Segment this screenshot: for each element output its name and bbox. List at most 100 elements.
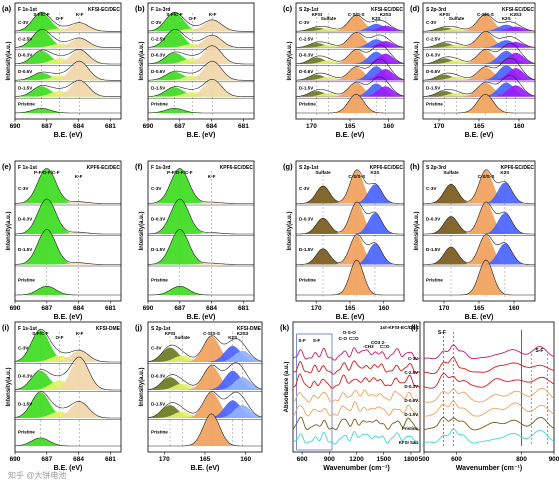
peak-s-f-c-f <box>15 50 121 64</box>
peak-c-s-s-s <box>296 82 404 97</box>
peak-annotation: C-S/S-S <box>348 174 365 179</box>
envelope-line <box>15 168 121 204</box>
region-label: S 2p-3rd <box>426 165 446 171</box>
envelope-line <box>296 169 404 204</box>
trace-label: D-0.3V <box>18 216 33 221</box>
x-tick-label: 170 <box>434 123 445 130</box>
electrolyte-tag: 1st-KFSI-EC/DEC <box>380 325 420 331</box>
peak-c-s-s-s <box>296 15 404 32</box>
peak-k2s <box>296 213 404 234</box>
trace-label: D-1.5V <box>18 401 33 406</box>
trace-label: D-0.3V <box>151 53 166 58</box>
envelope-line <box>15 229 121 265</box>
x-tick-label: 681 <box>238 123 249 130</box>
x-tick-label: 165 <box>474 123 485 130</box>
trace-label: D-1.5V <box>404 412 418 417</box>
trace-label: D-1.5V <box>426 85 441 90</box>
peak-s-f-c-f <box>148 29 254 48</box>
peak-annotation: K2S <box>371 170 380 175</box>
trace-label: Pristine <box>151 102 168 107</box>
panel-label: (b) <box>135 4 145 13</box>
electrolyte-tag: KFSI-DME <box>96 326 121 332</box>
y-axis-label: Intensity(a.u.) <box>414 41 420 80</box>
x-tick-label: 684 <box>206 305 217 312</box>
peak-c-s-s-s <box>296 32 404 48</box>
x-tick-label: 687 <box>41 123 52 130</box>
peak-c-s-s-s <box>423 14 535 32</box>
peak-sulfate <box>296 218 404 234</box>
x-tick-label: 165 <box>474 305 485 312</box>
peak-annotation: C-S/S-S <box>477 12 494 17</box>
peak-c-s-s-s <box>148 413 262 446</box>
trace-label: Pristine <box>299 102 316 107</box>
y-axis-label: Intensity(a.u.) <box>139 211 145 250</box>
peak-p-f-o-f-c-f <box>15 229 121 265</box>
trace-label: Pristine <box>402 426 419 431</box>
peak-s-f-c-f <box>15 12 121 32</box>
peak-annotation: KFSI <box>439 12 449 17</box>
peak-annotation: O-F <box>56 16 64 21</box>
peak-c-s-s-s <box>296 49 404 64</box>
trace-label: C-2.5V <box>151 36 166 41</box>
plot-frame <box>292 321 421 453</box>
trace-label: C-3V <box>151 20 162 25</box>
band-annotation: C=O <box>380 344 390 349</box>
peak-sulfate <box>423 28 535 32</box>
peak-k2s3 <box>423 85 535 97</box>
x-tick-label: 684 <box>206 123 217 130</box>
x-tick-label: 687 <box>41 305 52 312</box>
peak-k2s3 <box>296 25 404 32</box>
x-axis-label: B.E. (eV) <box>54 132 83 139</box>
trace-label: Pristine <box>299 277 316 282</box>
x-tick-label: 160 <box>383 123 394 130</box>
panel-label: (g) <box>283 162 293 171</box>
panel-label: (d) <box>410 4 420 13</box>
electrolyte-tag: KFSI-EC/DEC <box>371 7 403 13</box>
panel-label: (c) <box>283 4 293 13</box>
peak-k2s <box>296 243 404 265</box>
electrolyte-tag: KPF6-EC/DEC <box>370 165 404 171</box>
spectrum-line <box>423 387 555 403</box>
trace-label: D-0.3V <box>426 53 441 58</box>
x-tick-label: 600 <box>297 456 308 463</box>
band-annotation: -CH3 <box>363 344 374 349</box>
trace-label: D-1.5V <box>151 247 166 252</box>
peak-k-f <box>148 263 254 265</box>
x-tick-label: 160 <box>509 305 520 312</box>
peak-sulfate <box>423 44 535 48</box>
x-tick-label: 170 <box>159 456 170 463</box>
panel-label: (j) <box>135 323 143 332</box>
x-tick-label: 684 <box>73 123 84 130</box>
panel-i: C-3V D-0.3V D-1.5V Pristine (i) F 1s-1st KFSI-… <box>2 321 122 472</box>
x-tick-label: 160 <box>378 305 389 312</box>
trace-label: C-2.5V <box>299 36 314 41</box>
x-tick-label: 681 <box>105 305 116 312</box>
panel-f: C-3V D-0.3V D-1.5V Pristine (f) F 1s-3rd KPF6-… <box>135 160 255 321</box>
spectrum-line <box>292 430 421 445</box>
peak-k2s3 <box>148 405 262 418</box>
peak-c-s-s-s <box>148 392 262 418</box>
peak-annotation: Sulfate <box>443 170 459 175</box>
x-tick-label: 165 <box>345 305 356 312</box>
peak-k-f <box>15 201 121 204</box>
trace-label: D-1.5V <box>18 85 33 90</box>
y-axis-label: Intensity(a.u.) <box>414 211 420 250</box>
trace-label: Pristine <box>151 277 168 282</box>
panel-b: C-3V C-2.5V D-0.3V D-0.6V D-1.5V Pristine (b) F… <box>135 2 255 139</box>
trace-label: Pristine <box>18 429 35 434</box>
envelope-line <box>15 198 121 235</box>
peak-k2s3 <box>423 52 535 64</box>
peak-annotation: K2S <box>372 16 381 21</box>
spectrum-line <box>423 356 555 375</box>
band-annotation: C-O <box>339 336 348 341</box>
peak-p-f-o-f-c-f <box>148 229 254 265</box>
envelope-line <box>423 93 535 114</box>
envelope-line <box>147 335 263 362</box>
peak-s-f-c-f <box>15 438 121 446</box>
x-tick-label: 1200 <box>349 456 364 463</box>
trace-label: C-3V <box>426 20 437 25</box>
peak-c-s-s-s <box>296 260 404 295</box>
panel-d: C-3V C-2.5V D-0.3V D-0.6V D-1.5V Pristine (d) S… <box>410 2 536 139</box>
x-axis-label: B.E. (eV) <box>54 314 83 321</box>
peak-c-s-s-s <box>296 67 404 81</box>
